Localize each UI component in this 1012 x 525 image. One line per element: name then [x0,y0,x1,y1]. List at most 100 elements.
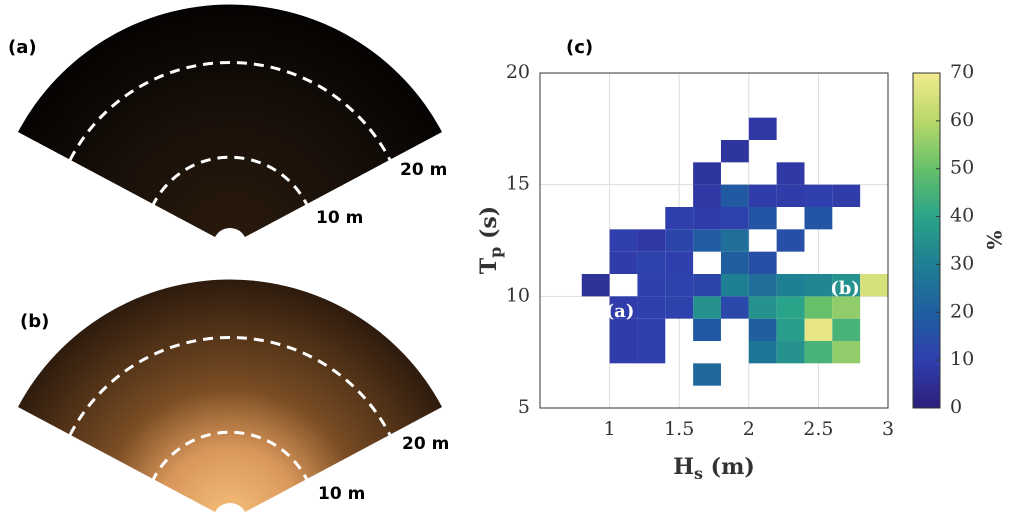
heatmap-cell [610,252,638,274]
heatmap-cell [749,296,777,318]
heatmap-cell [777,274,805,296]
x-tick-label: 2 [743,418,755,440]
x-axis-label: Hs (m) [673,454,755,483]
sonar-fan [18,4,442,245]
heatmap-cell [637,319,665,341]
heatmap-cell [777,162,805,184]
x-tick-label: 3 [882,418,894,440]
y-axis-label: Tp (s) [476,206,505,274]
heatmap-cell [749,341,777,363]
heatmap-cell [721,207,749,229]
heatmap: 1 1.5 2 2.5 3 5 10 15 20 (a) (b) 0 10 20 30 40 50 60 70 [506,61,974,440]
heatmap-cell [804,319,832,341]
x-tick-label: 1.5 [664,418,694,440]
range-label: 20 m [400,160,447,180]
y-tick-label: 20 [506,61,530,83]
heatmap-cell [665,207,693,229]
heatmap-cell [693,207,721,229]
heatmap-cell [721,229,749,251]
heatmap-cell [832,319,860,341]
heatmap-cell [693,363,721,385]
heatmap-cell [777,296,805,318]
panel-label: (b) [20,311,49,332]
figure: (a) 20 m 10 m (b) 20 m 10 m (c) Hs (m) T… [0,0,1012,525]
x-tick-label: 2.5 [803,418,833,440]
annotation: (a) [606,301,635,322]
colorbar-tick-label: 0 [950,396,962,418]
heatmap-cell [749,185,777,207]
heatmap-cell [804,274,832,296]
colorbar-tick-label: 40 [950,205,974,227]
heatmap-cell [693,274,721,296]
heatmap-cell [860,274,888,296]
heatmap-cell [721,252,749,274]
heatmap-cell [832,296,860,318]
heatmap-cell [749,274,777,296]
heatmap-cell [832,185,860,207]
heatmap-cell [665,252,693,274]
heatmap-cell [693,229,721,251]
heatmap-cell [721,296,749,318]
label-part: H [673,454,694,480]
heatmap-cell [804,296,832,318]
heatmap-cell [749,252,777,274]
heatmap-cell [582,274,610,296]
sonar-hole [213,228,247,262]
heatmap-cell [637,274,665,296]
heatmap-cell [721,185,749,207]
heatmap-cell [637,296,665,318]
colorbar-tick-label: 10 [950,348,974,370]
colorbar-tick-label: 30 [950,252,974,274]
heatmap-cell [610,229,638,251]
heatmap-cell [777,229,805,251]
heatmap-cell [637,341,665,363]
heatmap-cell [693,185,721,207]
heatmap-cell [637,229,665,251]
heatmap-cell [721,140,749,162]
colorbar-tick-label: 60 [950,109,974,131]
sonar-image-a: (a) 20 m 10 m [8,4,447,262]
heatmap-cell [693,162,721,184]
heatmap-cell [804,341,832,363]
colorbar-tick-label: 50 [950,157,974,179]
y-tick-label: 5 [518,396,530,418]
heatmap-cell [610,341,638,363]
heatmap-cell [804,185,832,207]
y-tick-label: 10 [506,284,530,306]
heatmap-cell [777,319,805,341]
annotation: (b) [830,278,860,299]
x-tick-label: 1 [604,418,616,440]
range-label: 10 m [316,208,363,228]
label-sub: p [486,247,505,258]
heatmap-cell [749,319,777,341]
sonar-image-b: (b) 20 m 10 m [18,279,449,525]
heatmap-cell [832,341,860,363]
heatmap-cell [777,341,805,363]
y-tick-label: 15 [506,173,530,195]
colorbar-tick-label: 70 [950,61,974,83]
label-part: (s) [476,206,502,247]
label-part: T [476,257,502,274]
heatmap-cell [777,185,805,207]
colorbar-tick-label: 20 [950,300,974,322]
label-part: (m) [703,454,755,480]
panel-label: (c) [566,37,593,58]
range-label: 10 m [318,484,365,504]
heatmap-cell [665,229,693,251]
colorbar-label: % [983,230,1007,249]
sonar-fan [18,279,442,520]
heatmap-cell [693,296,721,318]
heatmap-cell [610,319,638,341]
colorbar [913,73,940,408]
heatmap-cell [804,207,832,229]
heatmap-cell [665,274,693,296]
heatmap-cell [749,118,777,140]
label-sub: s [694,464,703,483]
heatmap-cell [665,296,693,318]
panel-label: (a) [8,37,37,58]
heatmap-cell [749,207,777,229]
heatmap-cell [637,252,665,274]
range-label: 20 m [402,434,449,454]
heatmap-cell [721,274,749,296]
heatmap-cell [693,319,721,341]
